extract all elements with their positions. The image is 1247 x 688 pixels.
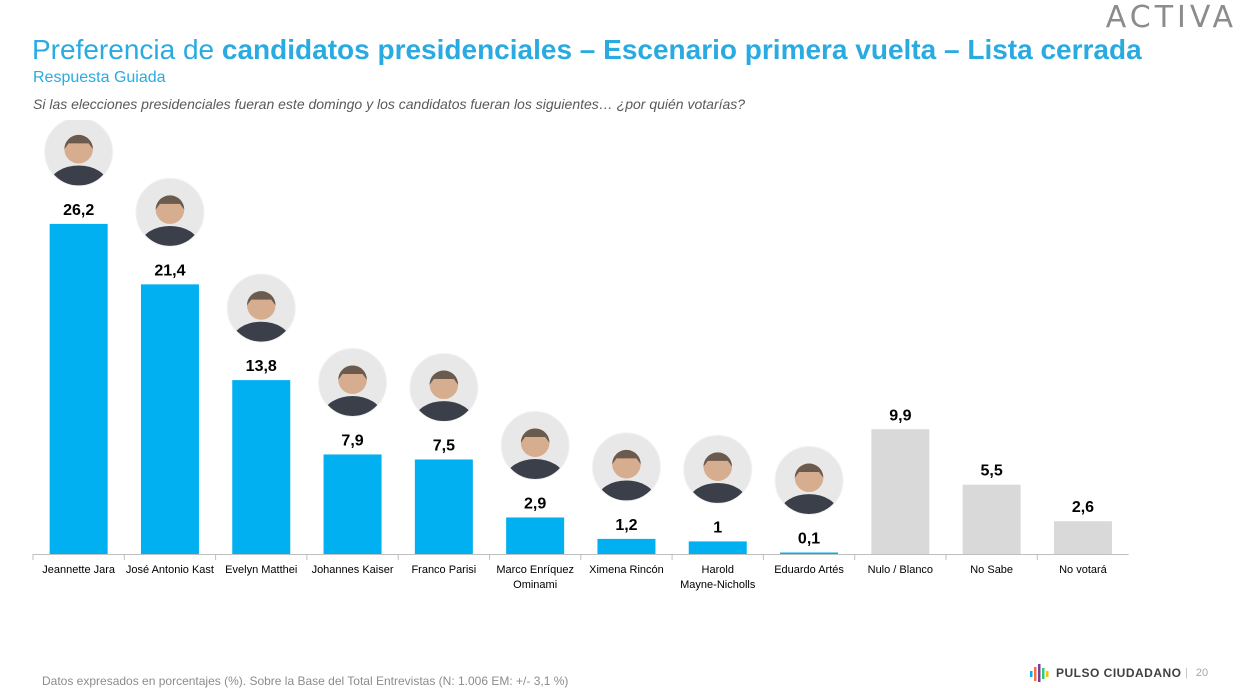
bar — [506, 517, 565, 554]
category-label: Harold — [702, 564, 734, 576]
category-label: Franco Parisi — [411, 564, 476, 576]
category-label: Jeannette Jara — [42, 564, 116, 576]
data-label: 9,9 — [889, 407, 911, 424]
candidate-photo — [591, 432, 661, 502]
candidate-photo — [135, 177, 205, 247]
category-label: Ominami — [513, 579, 557, 591]
pulse-bars-icon — [1030, 664, 1049, 682]
candidate-photo — [318, 347, 388, 417]
category-label: No Sabe — [970, 564, 1013, 576]
candidate-photo — [409, 353, 479, 422]
activa-logo: ACTIVA — [1105, 0, 1237, 35]
bar — [597, 538, 656, 554]
bar — [49, 223, 108, 554]
bar-chart: 26,2 Jeannette Jara 21,4 José Antonio Kast 1… — [32, 120, 1129, 591]
bar — [323, 454, 382, 554]
data-label: 1 — [713, 519, 722, 536]
data-label: 1,2 — [615, 517, 637, 534]
data-label: 13,8 — [246, 358, 277, 375]
data-label: 26,2 — [63, 202, 94, 219]
page-subtitle: Respuesta Guiada — [33, 69, 166, 86]
page-number-value: 20 — [1195, 667, 1209, 679]
data-label: 2,6 — [1072, 499, 1094, 516]
bar — [780, 552, 839, 554]
data-label: 21,4 — [154, 262, 185, 279]
category-label: Ximena Rincón — [589, 564, 664, 576]
candidate-photo — [774, 446, 844, 515]
bar — [232, 380, 291, 554]
candidate-photo — [44, 120, 114, 187]
category-label: José Antonio Kast — [126, 564, 214, 576]
pulso-ciudadano-brand: PULSO CIUDADANO — [1030, 664, 1182, 682]
candidate-photo — [683, 434, 753, 504]
page-number: | 20 — [1185, 667, 1208, 679]
title-plain: Preferencia de — [32, 34, 222, 65]
data-label: 5,5 — [981, 463, 1003, 480]
data-label: 7,9 — [341, 432, 363, 449]
bar — [1053, 521, 1112, 554]
category-label: Mayne-Nicholls — [680, 579, 756, 591]
bar — [414, 459, 473, 554]
category-label: No votará — [1059, 564, 1108, 576]
category-label: Eduardo Artés — [774, 564, 844, 576]
category-label: Evelyn Matthei — [225, 564, 297, 576]
bar — [688, 541, 747, 554]
candidate-photo — [226, 273, 296, 343]
data-label: 7,5 — [433, 438, 455, 455]
data-label: 0,1 — [798, 531, 820, 548]
page-title: Preferencia de candidatos presidenciales… — [32, 34, 1142, 66]
bar — [871, 429, 930, 554]
page-separator: | — [1185, 667, 1188, 679]
data-label: 2,9 — [524, 495, 546, 512]
survey-question: Si las elecciones presidenciales fueran … — [33, 96, 746, 112]
bar — [962, 484, 1021, 554]
candidate-photo — [500, 410, 570, 480]
category-label: Marco Enríquez — [496, 564, 574, 576]
bar — [140, 284, 199, 554]
category-label: Johannes Kaiser — [312, 564, 394, 576]
title-bold: candidatos presidenciales – Escenario pr… — [221, 34, 1142, 65]
footer-note: Datos expresados en porcentajes (%). Sob… — [42, 674, 569, 688]
category-label: Nulo / Blanco — [868, 564, 933, 576]
brand-name: PULSO CIUDADANO — [1056, 666, 1182, 680]
